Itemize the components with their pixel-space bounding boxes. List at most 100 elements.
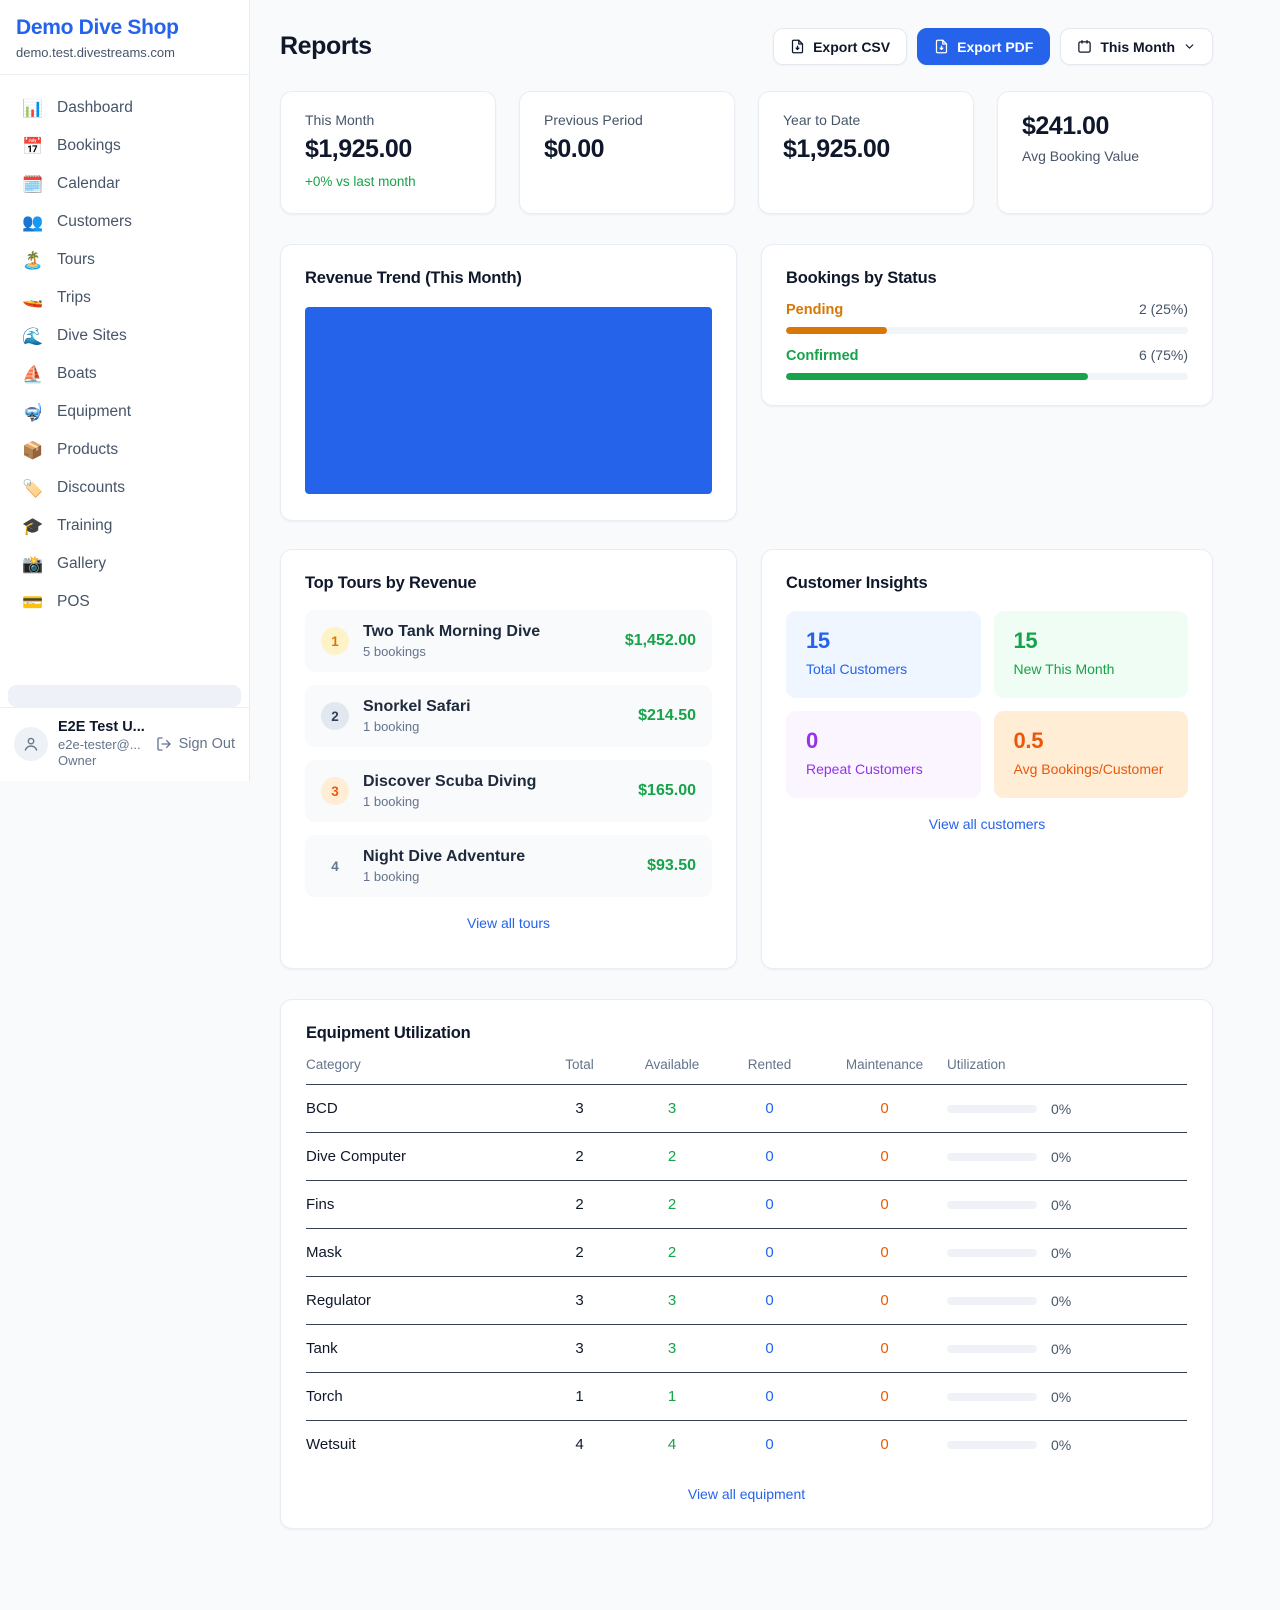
cell-total: 3 bbox=[575, 1100, 584, 1117]
wave-icon: 🌊 bbox=[22, 326, 44, 346]
sidebar-item-label: POS bbox=[57, 593, 90, 610]
tour-info: Two Tank Morning Dive 5 bookings bbox=[363, 623, 540, 659]
tag-icon: 🏷️ bbox=[22, 478, 44, 498]
tour-revenue: $165.00 bbox=[638, 782, 696, 799]
status-rows: Pending 2 (25%) Confirmed 6 (75%) bbox=[786, 301, 1188, 380]
customers-icon: 👥 bbox=[22, 212, 44, 232]
cell-maintenance: 0 bbox=[880, 1196, 889, 1213]
status-label: Pending bbox=[786, 302, 844, 318]
tour-name: Snorkel Safari bbox=[363, 698, 471, 715]
utilization-percent: 0% bbox=[1051, 1196, 1072, 1213]
sidebar-item-gallery[interactable]: 📸 Gallery bbox=[8, 545, 241, 583]
sidebar-item-label: Equipment bbox=[57, 403, 132, 420]
file-download-icon bbox=[935, 39, 948, 54]
insight-label: Repeat Customers bbox=[806, 761, 923, 777]
column-header-maintenance: Maintenance bbox=[845, 1057, 924, 1072]
view-all-equipment-link[interactable]: View all equipment bbox=[687, 1486, 806, 1502]
header-actions: Export CSV Export PDF This Month bbox=[773, 28, 1213, 65]
export-csv-button[interactable]: Export CSV bbox=[773, 28, 908, 65]
top-tours-list: 1 Two Tank Morning Dive 5 bookings $1,452.0… bbox=[305, 610, 712, 897]
utilization-bar-track bbox=[947, 1440, 1037, 1449]
cell-utilization: 0% bbox=[947, 1197, 1187, 1213]
chevron-down-icon bbox=[1185, 44, 1194, 49]
avatar bbox=[14, 726, 48, 761]
view-all-customers-link[interactable]: View all customers bbox=[928, 816, 1046, 832]
sidebar-item-dive-sites[interactable]: 🌊 Dive Sites bbox=[8, 317, 241, 355]
view-all-tours-link[interactable]: View all tours bbox=[466, 915, 550, 931]
utilization-bar-track bbox=[947, 1248, 1037, 1257]
bookings-by-status-card: Bookings by Status Pending 2 (25%) Confirm… bbox=[761, 244, 1213, 406]
tour-info: Snorkel Safari 1 booking bbox=[363, 698, 471, 734]
cell-rented: 0 bbox=[765, 1388, 774, 1405]
column-header-available: Available bbox=[644, 1057, 700, 1072]
sidebar-item-products[interactable]: 📦 Products bbox=[8, 431, 241, 469]
export-pdf-label: Export PDF bbox=[957, 38, 1034, 55]
stat-label: This Month bbox=[305, 112, 375, 128]
utilization-percent: 0% bbox=[1051, 1244, 1072, 1261]
cell-rented: 0 bbox=[765, 1244, 774, 1261]
cell-available: 3 bbox=[667, 1340, 677, 1357]
stat-value: $241.00 bbox=[1022, 112, 1109, 140]
export-pdf-button[interactable]: Export PDF bbox=[917, 28, 1051, 65]
cell-category: Tank bbox=[306, 1340, 338, 1357]
sidebar-item-reports-partial[interactable] bbox=[8, 685, 241, 708]
stat-label: Previous Period bbox=[544, 112, 643, 128]
sidebar-item-label: Calendar bbox=[57, 175, 120, 192]
status-label: Confirmed bbox=[786, 348, 859, 364]
sidebar-item-trips[interactable]: 🚤 Trips bbox=[8, 279, 241, 317]
cell-maintenance: 0 bbox=[880, 1100, 889, 1117]
graduation-cap-icon: 🎓 bbox=[22, 516, 44, 536]
tour-name: Discover Scuba Diving bbox=[363, 773, 537, 790]
rank-badge: 4 bbox=[331, 858, 339, 874]
cell-category: Wetsuit bbox=[306, 1436, 356, 1453]
topbar: Reports Export CSV Export PDF This Month bbox=[280, 28, 1213, 65]
charts-row: Revenue Trend (This Month) Bookings by S… bbox=[280, 244, 1213, 521]
status-row: Confirmed 6 (75%) bbox=[786, 347, 1188, 380]
period-dropdown[interactable]: This Month bbox=[1060, 28, 1213, 65]
speedboat-icon: 🚤 bbox=[22, 288, 44, 308]
stat-value: $1,925.00 bbox=[783, 135, 890, 163]
sidebar-item-label: Trips bbox=[57, 289, 91, 306]
sidebar-item-label: Gallery bbox=[57, 555, 107, 572]
cell-maintenance: 0 bbox=[880, 1292, 889, 1309]
top-tours-title: Top Tours by Revenue bbox=[305, 574, 477, 592]
sidebar-item-calendar[interactable]: 🗓️ Calendar bbox=[8, 165, 241, 203]
calendar-icon bbox=[1078, 39, 1092, 53]
utilization-percent: 0% bbox=[1051, 1388, 1072, 1405]
sidebar-item-discounts[interactable]: 🏷️ Discounts bbox=[8, 469, 241, 507]
stat-card: This Month $1,925.00 +0% vs last month bbox=[280, 91, 496, 214]
utilization-percent: 0% bbox=[1051, 1340, 1072, 1357]
tour-bookings: 1 booking bbox=[363, 719, 420, 734]
insight-value: 0.5 bbox=[1013, 728, 1044, 753]
sign-out-button[interactable]: Sign Out bbox=[156, 736, 235, 752]
sidebar-item-label: Dashboard bbox=[57, 99, 133, 116]
sidebar-item-dashboard[interactable]: 📊 Dashboard bbox=[8, 89, 241, 127]
user-role: Owner bbox=[58, 752, 97, 768]
cell-available: 2 bbox=[667, 1196, 677, 1213]
page-title: Reports bbox=[280, 32, 372, 60]
customer-insights-card: Customer Insights 15 Total Customers 15 New… bbox=[761, 549, 1213, 969]
cell-available: 2 bbox=[667, 1244, 677, 1261]
user-info: E2E Test U... e2e-tester@... Owner bbox=[58, 718, 145, 769]
sidebar-item-customers[interactable]: 👥 Customers bbox=[8, 203, 241, 241]
insight-value: 15 bbox=[1013, 628, 1038, 653]
status-count: 6 (75%) bbox=[1138, 347, 1188, 363]
sidebar-item-training[interactable]: 🎓 Training bbox=[8, 507, 241, 545]
sidebar-header: Demo Dive Shop demo.test.divestreams.com bbox=[0, 0, 249, 75]
stat-card: Year to Date $1,925.00 bbox=[758, 91, 974, 214]
shop-name: Demo Dive Shop bbox=[16, 16, 179, 39]
status-row: Pending 2 (25%) bbox=[786, 301, 1188, 334]
tour-revenue: $93.50 bbox=[647, 857, 696, 874]
cell-utilization: 0% bbox=[947, 1389, 1187, 1405]
sidebar-item-equipment[interactable]: 🤿 Equipment bbox=[8, 393, 241, 431]
equipment-table-header: Category Total Available Rented Maintena… bbox=[306, 1043, 1187, 1085]
sidebar-item-bookings[interactable]: 📅 Bookings bbox=[8, 127, 241, 165]
rank-badge: 2 bbox=[321, 702, 349, 730]
cell-available: 1 bbox=[667, 1388, 677, 1405]
sidebar-item-pos[interactable]: 💳 POS bbox=[8, 583, 241, 621]
tour-info: Night Dive Adventure 1 booking bbox=[363, 848, 525, 884]
cell-available: 4 bbox=[667, 1436, 677, 1453]
sidebar-item-tours[interactable]: 🏝️ Tours bbox=[8, 241, 241, 279]
cell-total: 4 bbox=[575, 1436, 584, 1453]
sidebar-item-boats[interactable]: ⛵ Boats bbox=[8, 355, 241, 393]
